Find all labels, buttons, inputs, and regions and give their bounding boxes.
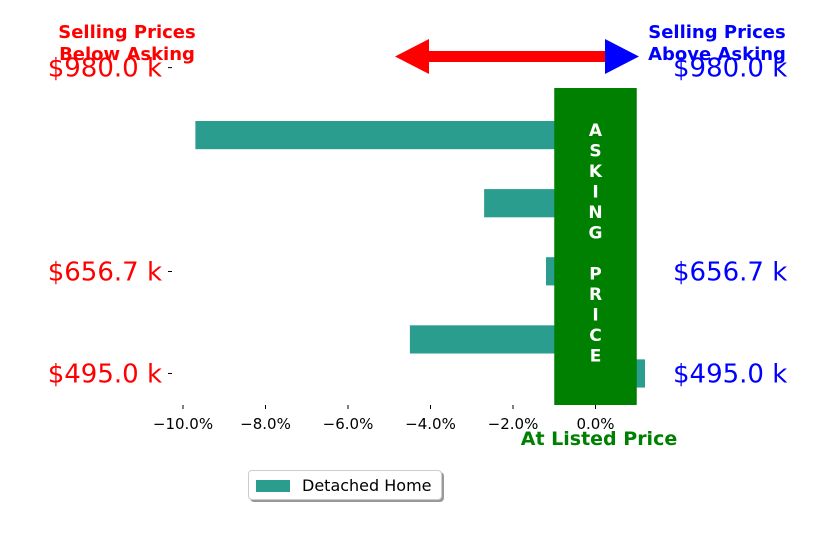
asking-band-letter: I <box>592 183 598 203</box>
arrow-head-left <box>395 39 429 74</box>
y-axis-right: $980.0 k $656.7 k $495.0 k <box>673 54 787 390</box>
x-tick-label: −10.0% <box>153 415 213 433</box>
y-tick-label-left: $980.0 k <box>48 54 162 84</box>
legend: Detached Home <box>248 470 442 500</box>
y-tick-label-right: $656.7 k <box>673 257 787 287</box>
at-listed-price-label: At Listed Price <box>521 428 677 450</box>
x-tick-label: −6.0% <box>323 415 374 433</box>
asking-band-letter: C <box>589 326 601 346</box>
y-tick-label-right: $980.0 k <box>673 54 787 84</box>
asking-band-letter: I <box>592 306 598 326</box>
asking-band-letter: R <box>589 285 602 305</box>
asking-band-letter: K <box>589 162 603 182</box>
x-tick-label: 0.0% <box>576 415 614 433</box>
left-title-line-1: Selling Prices <box>58 22 195 43</box>
asking-band-letter: G <box>589 224 603 244</box>
legend-swatch <box>256 480 290 492</box>
right-title-line-1: Selling Prices <box>648 22 785 43</box>
asking-band-letter: N <box>588 203 602 223</box>
asking-band-letter: S <box>589 142 601 162</box>
left-title-line-2: Below Asking <box>59 44 195 65</box>
y-axis-left: $980.0 k $656.7 k $495.0 k <box>48 54 172 389</box>
x-axis: −10.0% −8.0% −6.0% −4.0% −2.0% 0.0% <box>153 405 615 433</box>
arrow-head-right <box>605 39 639 74</box>
bar-0 <box>195 120 596 150</box>
asking-band-letter: E <box>590 347 602 367</box>
y-tick-label-left: $656.7 k <box>48 257 162 287</box>
y-tick-label-right: $495.0 k <box>673 359 787 389</box>
legend-label: Detached Home <box>302 476 432 495</box>
right-title-line-2: Above Asking <box>648 44 786 65</box>
arrow-shaft-left <box>428 51 520 62</box>
arrow-shaft-right <box>516 51 606 62</box>
asking-band-letter: A <box>589 121 603 141</box>
x-tick-label: −4.0% <box>405 415 456 433</box>
y-tick-label-left: $495.0 k <box>48 359 162 389</box>
x-tick-label: −2.0% <box>488 415 539 433</box>
asking-band-letter: P <box>589 265 601 285</box>
asking-band-rect <box>554 88 637 405</box>
x-tick-label: −8.0% <box>240 415 291 433</box>
